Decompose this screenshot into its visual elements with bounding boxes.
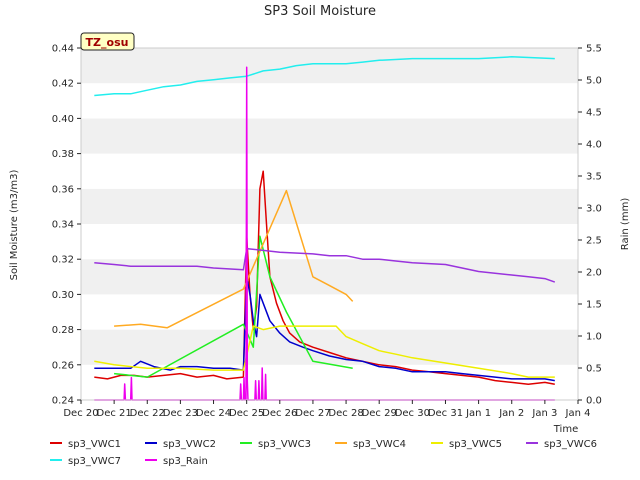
x-tick-label: Dec 26 (262, 408, 297, 419)
y2-tick-label: 2.5 (586, 236, 602, 247)
x-tick-label: Dec 22 (130, 408, 165, 419)
series-line-sp3_VWC5 (94, 325, 555, 378)
y2-tick-label: 0.5 (586, 364, 602, 375)
y-tick-label: 0.30 (52, 290, 74, 301)
x-tick-label: Jan 3 (531, 408, 557, 419)
grid-band (81, 364, 578, 400)
y2-tick-label: 2.0 (586, 268, 602, 279)
y-tick-label: 0.24 (52, 396, 74, 407)
series-line-sp3_VWC7 (94, 56, 555, 97)
legend-label: sp3_VWC4 (353, 439, 406, 450)
x-tick-label: Dec 30 (395, 408, 430, 419)
grid-band (81, 153, 578, 189)
y-axis-label: Soil Moisture (m3/m3) (9, 170, 20, 281)
tz-badge: TZ_osu (80, 32, 135, 51)
y2-tick-label: 3.5 (586, 172, 602, 183)
y-tick-label: 0.26 (52, 360, 74, 371)
x-tick-label: Dec 24 (196, 408, 231, 419)
y2-tick-label: 0.0 (586, 396, 602, 407)
chart-title: SP3 Soil Moisture (264, 4, 376, 19)
y2-tick-label: 5.5 (586, 44, 602, 55)
grid-band (81, 118, 578, 154)
series-line-sp3_VWC1 (94, 170, 555, 385)
legend-label: sp3_VWC7 (68, 456, 121, 467)
y2-axis-label: Rain (mm) (620, 198, 631, 251)
x-tick-label: Dec 28 (328, 408, 363, 419)
y2-tick-label: 1.5 (586, 300, 602, 311)
legend-label: sp3_VWC6 (544, 439, 597, 450)
x-tick-label: Dec 25 (229, 408, 264, 419)
x-tick-label: Jan 2 (498, 408, 524, 419)
grid-band (81, 188, 578, 224)
grid-band (81, 329, 578, 365)
y2-tick-label: 4.5 (586, 108, 602, 119)
x-tick-label: Jan 4 (565, 408, 591, 419)
series-line-sp3_Rain (94, 66, 555, 401)
y-axis: 0.24 0.26 0.28 0.30 0.32 0.34 0.36 0.38 0.40 0.42… (52, 44, 81, 407)
background-bands (81, 48, 578, 400)
y2-tick-label: 3.0 (586, 204, 602, 215)
y2-tick-label: 4.0 (586, 140, 602, 151)
y-tick-label: 0.32 (52, 255, 74, 266)
legend-label: sp3_Rain (163, 456, 208, 467)
x-axis-label: Time (553, 424, 578, 435)
grid-band (81, 294, 578, 330)
x-tick-label: Dec 29 (362, 408, 397, 419)
y-tick-label: 0.36 (52, 184, 74, 195)
x-tick-label: Dec 23 (163, 408, 198, 419)
grid-band (81, 48, 578, 84)
legend-label: sp3_VWC5 (449, 439, 502, 450)
x-tick-label: Jan 1 (465, 408, 491, 419)
series-line-sp3_VWC4 (114, 189, 354, 329)
x-tick-label: Dec 31 (428, 408, 463, 419)
x-tick-label: Dec 27 (295, 408, 330, 419)
grid-band (81, 259, 578, 295)
y-tick-label: 0.38 (52, 149, 74, 160)
tz-badge-label: TZ_osu (86, 36, 129, 49)
series-line-sp3_VWC6 (94, 247, 556, 283)
legend-label: sp3_VWC3 (258, 439, 311, 450)
y2-axis: 0.0 0.5 1.0 1.5 2.0 2.5 3.0 3.5 4.0 4.5 5.0 5.5 (578, 44, 602, 407)
y-tick-label: 0.40 (52, 114, 74, 125)
grid-band (81, 83, 578, 119)
legend: sp3_VWC1 sp3_VWC2 sp3_VWC3 sp3_VWC4 sp3_VWC5… (50, 439, 597, 467)
y-tick-label: 0.42 (52, 79, 74, 90)
legend-label: sp3_VWC2 (163, 439, 216, 450)
y2-tick-label: 1.0 (586, 332, 602, 343)
x-tick-label: Dec 21 (97, 408, 132, 419)
tz-badge-box (80, 32, 135, 51)
legend-label: sp3_VWC1 (68, 439, 121, 450)
grid-band (81, 224, 578, 260)
series-line-sp3_VWC2 (94, 276, 555, 382)
series-line-sp3_VWC3 (114, 235, 353, 378)
y2-tick-label: 5.0 (586, 76, 602, 87)
y-tick-label: 0.34 (52, 220, 74, 231)
y-tick-label: 0.28 (52, 325, 74, 336)
series-layer (94, 56, 556, 401)
y-tick-label: 0.44 (52, 44, 74, 55)
x-tick-label: Dec 20 (63, 408, 98, 419)
